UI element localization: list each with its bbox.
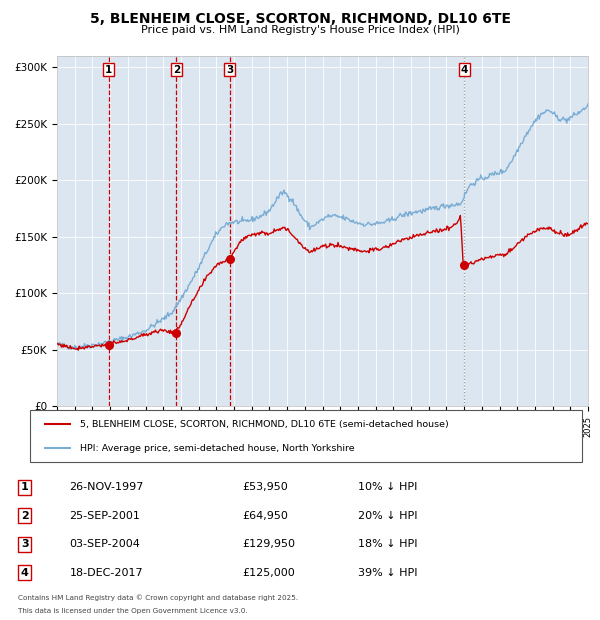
Text: 25-SEP-2001: 25-SEP-2001: [70, 511, 140, 521]
Text: 2: 2: [21, 511, 29, 521]
Text: 20% ↓ HPI: 20% ↓ HPI: [358, 511, 417, 521]
Text: 4: 4: [460, 64, 468, 74]
Text: £125,000: £125,000: [242, 568, 295, 578]
Text: 18-DEC-2017: 18-DEC-2017: [70, 568, 143, 578]
Text: 5, BLENHEIM CLOSE, SCORTON, RICHMOND, DL10 6TE (semi-detached house): 5, BLENHEIM CLOSE, SCORTON, RICHMOND, DL…: [80, 420, 448, 429]
Text: Contains HM Land Registry data © Crown copyright and database right 2025.: Contains HM Land Registry data © Crown c…: [18, 595, 298, 601]
Text: 4: 4: [21, 568, 29, 578]
Text: Price paid vs. HM Land Registry's House Price Index (HPI): Price paid vs. HM Land Registry's House …: [140, 25, 460, 35]
Text: £64,950: £64,950: [242, 511, 288, 521]
Text: 5, BLENHEIM CLOSE, SCORTON, RICHMOND, DL10 6TE: 5, BLENHEIM CLOSE, SCORTON, RICHMOND, DL…: [89, 12, 511, 27]
Text: HPI: Average price, semi-detached house, North Yorkshire: HPI: Average price, semi-detached house,…: [80, 443, 355, 453]
Text: 1: 1: [105, 64, 112, 74]
Text: 3: 3: [21, 539, 28, 549]
Text: 1: 1: [21, 482, 29, 492]
Text: This data is licensed under the Open Government Licence v3.0.: This data is licensed under the Open Gov…: [18, 608, 248, 614]
Text: £53,950: £53,950: [242, 482, 288, 492]
Text: 3: 3: [226, 64, 233, 74]
Text: 10% ↓ HPI: 10% ↓ HPI: [358, 482, 417, 492]
Text: 26-NOV-1997: 26-NOV-1997: [70, 482, 144, 492]
Text: 03-SEP-2004: 03-SEP-2004: [70, 539, 140, 549]
FancyBboxPatch shape: [30, 410, 582, 462]
Text: 18% ↓ HPI: 18% ↓ HPI: [358, 539, 417, 549]
Text: 39% ↓ HPI: 39% ↓ HPI: [358, 568, 417, 578]
Text: 2: 2: [173, 64, 180, 74]
Text: £129,950: £129,950: [242, 539, 295, 549]
